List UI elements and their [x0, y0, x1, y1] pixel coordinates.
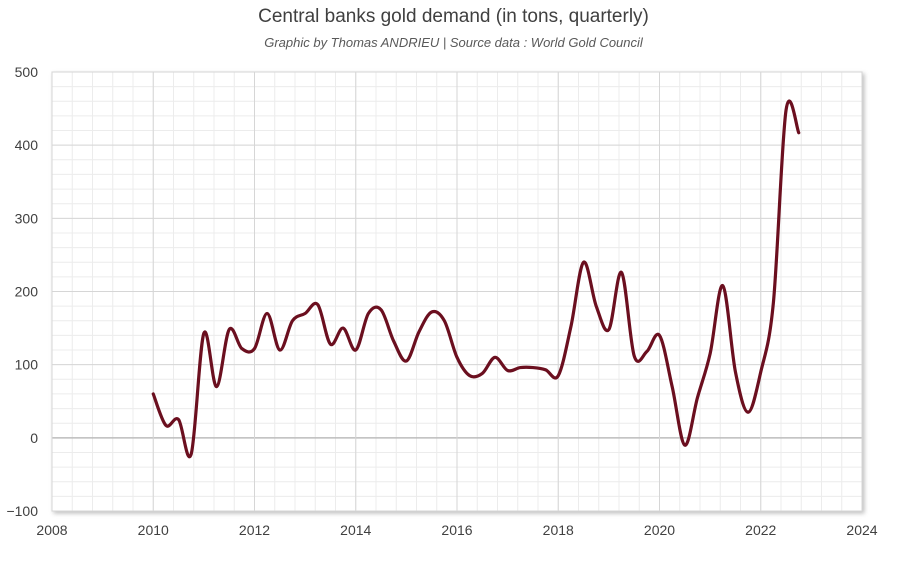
series-line [151, 99, 801, 459]
y-axis-ticks: −100 0 100 200 300 400 500 [6, 64, 38, 519]
x-axis-ticks: 2008 2010 2012 2014 2016 2018 2020 2022 2024 [36, 522, 877, 538]
x-tick-label: 2016 [441, 522, 472, 538]
chart-title: Central banks gold demand (in tons, quar… [258, 6, 649, 27]
y-tick-label: 0 [30, 430, 38, 446]
x-tick-label: 2020 [644, 522, 675, 538]
series-group [151, 99, 801, 459]
y-tick-label: 100 [15, 357, 39, 373]
y-tick-label: 300 [15, 210, 39, 226]
y-tick-label: 500 [15, 64, 39, 80]
x-tick-label: 2014 [340, 522, 371, 538]
x-tick-label: 2008 [36, 522, 67, 538]
y-tick-label: −100 [6, 503, 38, 519]
x-tick-label: 2024 [846, 522, 877, 538]
x-tick-label: 2018 [543, 522, 574, 538]
x-tick-label: 2010 [138, 522, 169, 538]
y-tick-label: 400 [15, 137, 39, 153]
x-tick-label: 2012 [239, 522, 270, 538]
chart-subtitle: Graphic by Thomas ANDRIEU | Source data … [264, 35, 643, 50]
y-tick-label: 200 [15, 284, 39, 300]
major-gridlines [51, 71, 863, 512]
x-tick-label: 2022 [745, 522, 776, 538]
